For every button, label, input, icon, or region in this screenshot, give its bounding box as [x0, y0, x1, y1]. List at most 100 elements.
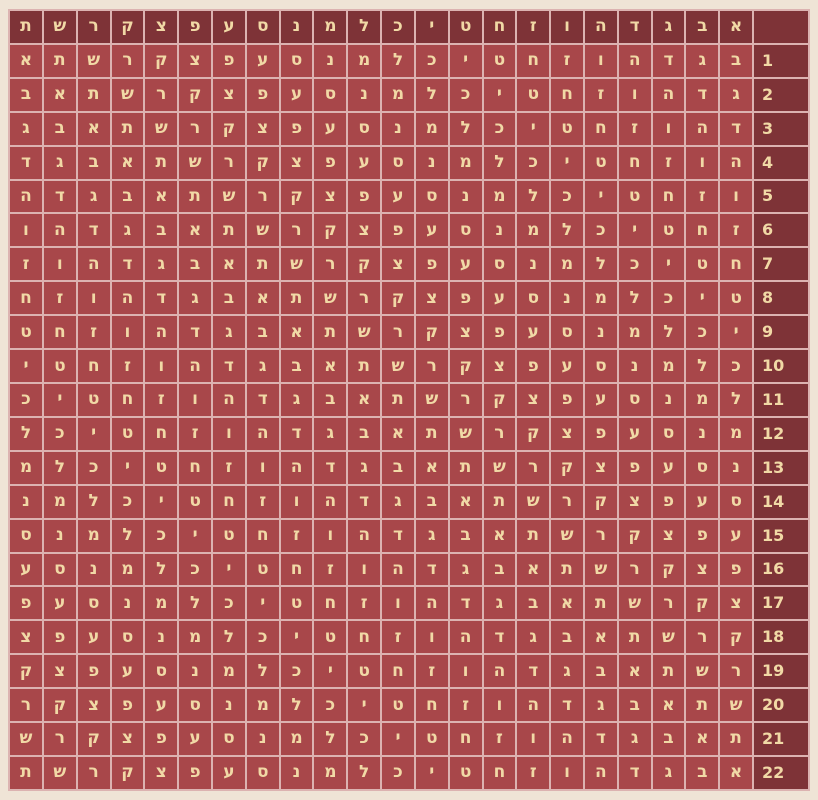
row-number: 3 [754, 112, 808, 145]
letter-cell: ט [720, 282, 752, 315]
letter-cell: ד [246, 383, 279, 416]
letter-cell: ע [179, 723, 211, 755]
letter-cell: ט [483, 44, 516, 77]
letter-cell: מ [720, 417, 752, 450]
letter-cell: ט [382, 689, 414, 722]
letter-cell: ט [111, 417, 144, 450]
letter-cell: ג [10, 112, 42, 145]
letter-cell: פ [348, 180, 381, 213]
letter-cell: ח [348, 621, 381, 654]
letter-cell: צ [618, 485, 651, 518]
letter-cell: צ [686, 553, 719, 586]
letter-cell: ז [686, 180, 719, 213]
letter-cell: ד [652, 44, 685, 77]
letter-cell: כ [348, 723, 381, 755]
letter-cell: ל [415, 78, 448, 111]
letter-cell: ק [449, 350, 482, 382]
letter-cell: ק [551, 451, 583, 484]
letter-cell: ג [483, 587, 516, 620]
letter-cell: ר [314, 248, 347, 281]
letter-cell: ס [382, 146, 414, 179]
row-number: 6 [754, 214, 808, 247]
letter-cell: ד [280, 417, 313, 450]
letter-cell: א [348, 383, 381, 416]
letter-cell: צ [111, 723, 144, 755]
letter-cell: מ [449, 146, 482, 179]
letter-cell: ש [145, 112, 178, 145]
letter-cell: נ [77, 553, 110, 586]
letter-cell: ס [686, 451, 719, 484]
letter-cell: ש [720, 689, 752, 722]
letter-cell: ש [280, 248, 313, 281]
letter-cell: כ [10, 383, 42, 416]
letter-cell: ה [145, 316, 178, 349]
letter-cell: ת [483, 485, 516, 518]
letter-cell: ז [483, 723, 516, 755]
letter-cell: ש [551, 519, 583, 552]
letter-cell: ד [686, 78, 719, 111]
letter-cell: ש [686, 655, 719, 688]
letter-cell: נ [348, 78, 381, 111]
letter-cell: כ [246, 621, 279, 654]
letter-cell: נ [551, 282, 583, 315]
letter-cell: ר [145, 78, 178, 111]
header-letter: י [415, 11, 448, 43]
letter-cell: ה [551, 723, 583, 755]
letter-cell: ס [43, 553, 76, 586]
letter-cell: ק [483, 383, 516, 416]
letter-cell: ה [449, 621, 482, 654]
letter-cell: כ [43, 417, 76, 450]
letter-cell: ה [720, 146, 752, 179]
letter-cell: צ [43, 655, 76, 688]
letter-cell: ל [213, 621, 245, 654]
letter-cell: א [720, 756, 752, 789]
letter-cell: י [382, 723, 414, 755]
letter-cell: ח [145, 417, 178, 450]
letter-cell: כ [449, 78, 482, 111]
letter-cell: ק [43, 689, 76, 722]
row-number: 19 [754, 655, 808, 688]
letter-cell: ח [10, 282, 42, 315]
letter-cell: י [720, 316, 752, 349]
letter-cell: ע [551, 350, 583, 382]
corner-cell [754, 11, 808, 43]
header-letter: ב [686, 11, 719, 43]
letter-cell: ק [517, 417, 550, 450]
letter-cell: א [517, 553, 550, 586]
letter-cell: ש [314, 282, 347, 315]
row-number: 22 [754, 756, 808, 789]
letter-cell: ל [720, 383, 752, 416]
letter-cell: י [280, 621, 313, 654]
letter-cell: כ [517, 146, 550, 179]
letter-cell: ז [314, 553, 347, 586]
letter-cell: ב [449, 519, 482, 552]
letter-cell: נ [314, 44, 347, 77]
letter-cell: צ [213, 78, 245, 111]
table-row: 20 ש ת א ב ג ד ה ו ז ח ט י כ ל מ נ ס ע פ צ ק ר [10, 689, 808, 722]
letter-cell: ד [382, 519, 414, 552]
letter-cell: ב [415, 485, 448, 518]
letter-cell: ל [618, 282, 651, 315]
letter-cell: ק [77, 723, 110, 755]
letter-cell: פ [551, 383, 583, 416]
letter-cell: ד [43, 180, 76, 213]
letter-cell: ס [213, 723, 245, 755]
letter-cell: ת [652, 655, 685, 688]
letter-cell: ו [179, 383, 211, 416]
letter-cell: צ [483, 350, 516, 382]
letter-cell: ע [246, 44, 279, 77]
letter-cell: כ [584, 214, 617, 247]
letter-cell: ס [652, 417, 685, 450]
letter-cell: ח [246, 519, 279, 552]
letter-cell: ט [77, 383, 110, 416]
letter-cell: י [213, 553, 245, 586]
letter-cell: ד [618, 756, 651, 789]
letter-cell: נ [652, 383, 685, 416]
letter-cell: ס [449, 214, 482, 247]
letter-cell: ק [111, 756, 144, 789]
letter-cell: ח [43, 316, 76, 349]
letter-cell: ב [584, 655, 617, 688]
letter-cell: ט [449, 756, 482, 789]
letter-cell: ש [382, 350, 414, 382]
